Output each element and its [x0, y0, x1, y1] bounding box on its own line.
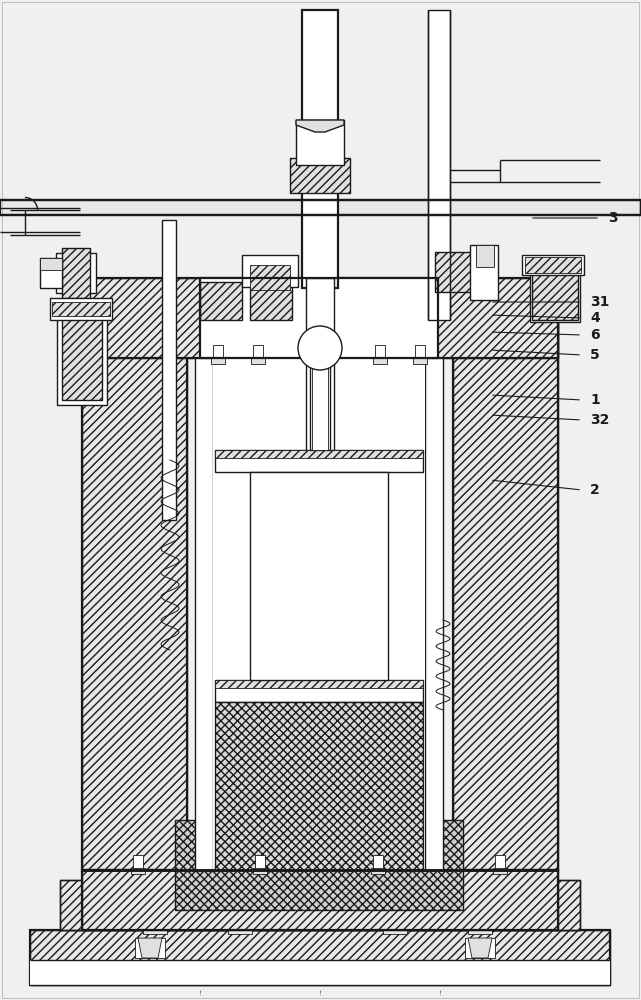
- Bar: [253, 868, 267, 874]
- Bar: [215, 702, 423, 870]
- Text: 3: 3: [608, 211, 618, 225]
- Bar: [453, 310, 558, 870]
- Bar: [60, 880, 580, 930]
- Bar: [250, 472, 388, 680]
- Bar: [82, 278, 558, 358]
- Bar: [56, 253, 96, 293]
- Bar: [290, 158, 350, 193]
- Bar: [228, 924, 252, 934]
- Bar: [200, 282, 242, 320]
- Bar: [453, 310, 558, 870]
- Text: 4: 4: [590, 311, 600, 325]
- Bar: [472, 875, 488, 930]
- Bar: [90, 870, 550, 885]
- Bar: [251, 358, 265, 364]
- Bar: [415, 345, 425, 363]
- Bar: [250, 282, 292, 320]
- Bar: [482, 290, 557, 320]
- Bar: [30, 930, 610, 985]
- Bar: [40, 258, 62, 288]
- Text: 1: 1: [590, 393, 600, 407]
- Bar: [135, 938, 165, 958]
- Bar: [82, 290, 157, 320]
- Polygon shape: [138, 938, 162, 958]
- Bar: [387, 875, 403, 930]
- Bar: [30, 960, 610, 985]
- Bar: [250, 265, 290, 290]
- Bar: [62, 248, 90, 298]
- Bar: [82, 310, 187, 870]
- Bar: [82, 870, 558, 930]
- Bar: [302, 10, 338, 288]
- Bar: [296, 120, 344, 165]
- Bar: [255, 855, 265, 873]
- Bar: [131, 868, 145, 874]
- Bar: [215, 450, 423, 458]
- Polygon shape: [296, 120, 344, 132]
- Bar: [215, 680, 423, 702]
- Bar: [375, 345, 385, 363]
- Text: 2: 2: [590, 483, 600, 497]
- Text: 6: 6: [590, 328, 599, 342]
- Text: 32: 32: [590, 413, 610, 427]
- Bar: [253, 345, 263, 363]
- Bar: [175, 820, 463, 910]
- Bar: [82, 870, 558, 930]
- Bar: [532, 264, 578, 320]
- Bar: [425, 358, 443, 870]
- Circle shape: [298, 326, 342, 370]
- Bar: [40, 258, 62, 270]
- Bar: [82, 310, 187, 870]
- Bar: [495, 855, 505, 873]
- Bar: [470, 245, 498, 300]
- Bar: [52, 302, 110, 316]
- Bar: [82, 290, 157, 320]
- Bar: [50, 298, 112, 320]
- Bar: [310, 358, 330, 450]
- Bar: [213, 345, 223, 363]
- Text: 31: 31: [590, 295, 610, 309]
- Bar: [522, 255, 584, 275]
- Bar: [211, 358, 225, 364]
- Bar: [162, 220, 176, 520]
- Text: 5: 5: [590, 348, 600, 362]
- Bar: [213, 358, 425, 870]
- Bar: [62, 315, 102, 400]
- Bar: [143, 924, 167, 934]
- Bar: [57, 310, 107, 405]
- Bar: [242, 255, 298, 287]
- Bar: [428, 10, 450, 320]
- Bar: [476, 245, 494, 267]
- Bar: [465, 938, 495, 958]
- Bar: [30, 930, 610, 985]
- Bar: [200, 278, 438, 358]
- Bar: [413, 358, 427, 364]
- Polygon shape: [468, 938, 492, 958]
- Bar: [468, 924, 492, 934]
- Bar: [493, 868, 507, 874]
- Bar: [215, 680, 423, 688]
- Bar: [383, 924, 407, 934]
- Bar: [133, 855, 143, 873]
- Bar: [0, 200, 641, 215]
- Bar: [147, 875, 163, 930]
- Bar: [482, 290, 557, 320]
- Bar: [215, 450, 423, 472]
- Bar: [373, 358, 387, 364]
- Bar: [60, 880, 580, 930]
- Bar: [306, 278, 334, 528]
- Bar: [525, 257, 581, 273]
- Bar: [373, 855, 383, 873]
- Bar: [232, 875, 248, 930]
- Bar: [371, 868, 385, 874]
- Bar: [312, 358, 328, 450]
- Bar: [435, 252, 477, 292]
- Bar: [195, 358, 213, 870]
- Bar: [0, 200, 641, 215]
- Bar: [530, 262, 580, 322]
- Bar: [82, 278, 558, 358]
